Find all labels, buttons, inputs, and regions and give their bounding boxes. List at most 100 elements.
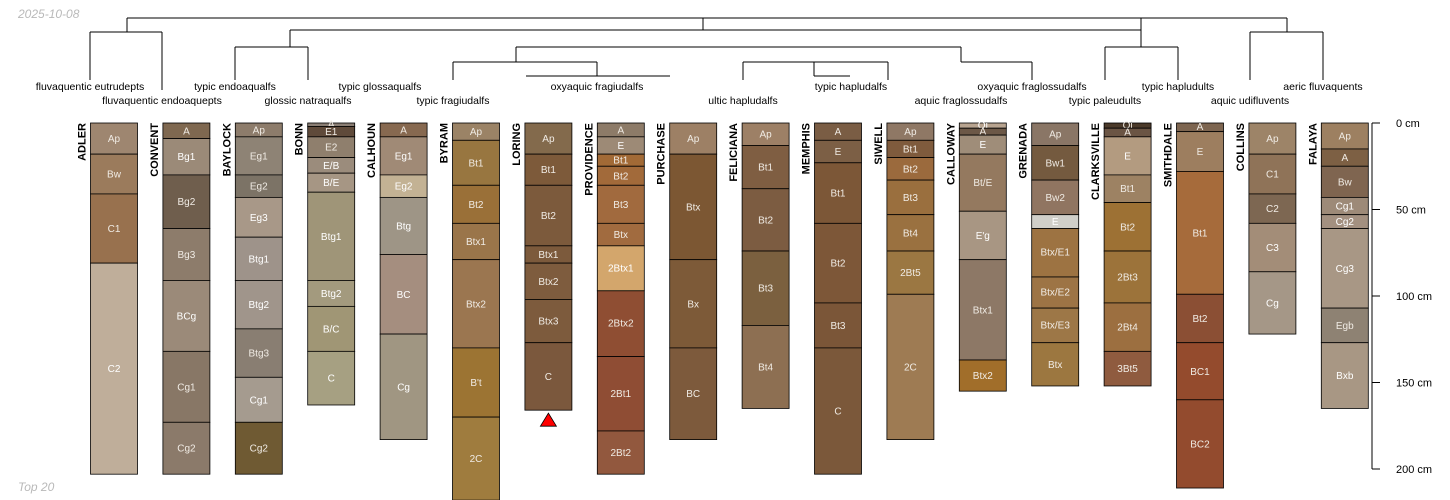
- horizon-label: Btx2: [538, 277, 558, 288]
- horizon-block: [162, 138, 211, 176]
- horizon-label: B/E: [323, 178, 339, 189]
- horizon-label: 2Btx2: [608, 319, 634, 330]
- horizon-block: [1103, 136, 1152, 176]
- horizon-label: Bt1: [1192, 228, 1207, 239]
- horizon-block: [886, 179, 935, 216]
- soil-profile: Ap Bt1 Bt2 Bt3 Bt4 FELICIANA: [728, 122, 790, 409]
- horizon-label: E/B: [323, 161, 339, 172]
- profile-name: BONN: [294, 123, 306, 155]
- horizon-block: [669, 347, 718, 440]
- horizon-block: [234, 196, 283, 238]
- horizon-block: [90, 262, 138, 475]
- horizon-block: [669, 153, 718, 261]
- profile-name: ADLER: [77, 123, 89, 161]
- horizon-block: [90, 153, 138, 195]
- horizon-block: [669, 259, 718, 349]
- depth-tick-label: 150 cm: [1396, 378, 1432, 390]
- taxon-label: oxyaquic fraglossudalfs: [977, 81, 1086, 93]
- horizon-block: [1248, 122, 1297, 155]
- horizon-label: Ap: [759, 130, 772, 141]
- horizon-label: Cg: [1266, 298, 1279, 309]
- profile-name: SMITHDALE: [1163, 123, 1175, 187]
- horizon-label: E: [1124, 151, 1131, 162]
- horizon-label: Ap: [1339, 131, 1352, 142]
- horizon-label: E1: [325, 127, 338, 138]
- horizon-label: Bt3: [758, 284, 773, 295]
- horizon-label: Btx2: [973, 371, 993, 382]
- horizon-label: Bg3: [178, 250, 196, 261]
- horizon-label: Eg2: [250, 182, 268, 193]
- horizon-label: Eg2: [395, 182, 413, 193]
- horizon-label: Bt1: [1120, 184, 1135, 195]
- depth-tick-label: 50 cm: [1396, 205, 1426, 217]
- horizon-block: [1103, 350, 1152, 387]
- horizon-label: Bw: [107, 170, 122, 181]
- truncation-warning-icon: [539, 412, 558, 427]
- horizon-label: Btx3: [538, 317, 558, 328]
- horizon-block: [596, 356, 645, 432]
- horizon-label: B't: [470, 378, 482, 389]
- horizon-label: Bt1: [541, 165, 556, 176]
- horizon-label: Btx: [1048, 360, 1062, 371]
- horizon-block: [234, 376, 283, 423]
- horizon-block: [1248, 222, 1297, 273]
- profile-name: FALAYA: [1307, 123, 1319, 165]
- horizon-label: BC: [397, 290, 411, 301]
- horizon-block: [1320, 307, 1369, 344]
- horizon-label: Btg: [396, 221, 411, 232]
- horizon-label: Cg3: [1336, 264, 1355, 275]
- horizon-label: A: [617, 125, 624, 136]
- horizon-label: Eg1: [250, 151, 268, 162]
- horizon-label: Ap: [108, 134, 121, 145]
- horizon-label: Ap: [904, 127, 917, 138]
- horizon-label: Btg2: [249, 300, 270, 311]
- horizon-block: [1248, 193, 1297, 224]
- horizon-label: Cg2: [177, 444, 196, 455]
- depth-tick-label: 200 cm: [1396, 464, 1432, 476]
- horizon-block: [669, 122, 718, 155]
- horizon-block: [452, 416, 500, 500]
- horizon-label: Cg: [397, 382, 410, 393]
- horizon-label: Bt4: [758, 362, 773, 373]
- horizon-label: Bx: [687, 299, 699, 310]
- horizon-label: Ap: [687, 134, 700, 145]
- horizon-label: Bw1: [1045, 158, 1065, 169]
- horizon-label: C: [834, 407, 841, 418]
- horizon-block: [90, 122, 138, 155]
- horizon-label: Bt2: [1192, 314, 1207, 325]
- taxon-label: oxyaquic fragiudalfs: [551, 81, 644, 93]
- horizon-block: [234, 136, 283, 176]
- horizon-label: E: [979, 140, 986, 151]
- soil-profile: Ap Eg1 Eg2 Eg3 Btg1 Btg2 Btg3 Cg1 Cg2 BAYLOCK: [221, 122, 283, 475]
- horizon-block: [452, 184, 500, 224]
- horizon-label: Bt2: [903, 164, 918, 175]
- horizon-block: [596, 184, 645, 224]
- horizon-block: [1176, 131, 1224, 172]
- soil-profile: A Eg1 Eg2 Btg BC Cg CALHOUN: [366, 122, 428, 440]
- taxon-label: glossic natraqualfs: [265, 95, 352, 107]
- horizon-label: Cg2: [250, 444, 269, 455]
- taxon-label: fluvaquentic eutrudepts: [36, 81, 145, 93]
- horizon-label: C3: [1266, 243, 1279, 254]
- horizon-label: Oi: [1123, 120, 1133, 131]
- taxon-label: typic hapludalfs: [815, 81, 887, 93]
- horizon-label: Ap: [253, 125, 266, 136]
- horizon-block: [814, 347, 862, 475]
- horizon-label: Ap: [542, 134, 555, 145]
- profile-name: CALHOUN: [366, 123, 378, 178]
- profile-name: GRENADA: [1018, 123, 1030, 179]
- soil-profile: OiA E Bt1 Bt2 2Bt3 2Bt4 3Bt5 CLARKSVILLE: [1090, 120, 1152, 387]
- soil-profile: AE Bt1 Bt2 Bt3 C MEMPHIS: [801, 122, 862, 475]
- horizon-label: Btg3: [249, 349, 270, 360]
- taxon-label: fluvaquentic endoaquepts: [102, 95, 222, 107]
- profile-name: BAYLOCK: [221, 123, 233, 176]
- footer-label: Top 20: [18, 480, 55, 494]
- horizon-label: C1: [108, 224, 121, 235]
- horizon-label: Ap: [470, 127, 483, 138]
- horizon-label: E: [617, 141, 624, 152]
- horizon-label: Bt1: [468, 158, 483, 169]
- horizon-label: A: [835, 127, 842, 138]
- horizon-label: Cg2: [1336, 217, 1355, 228]
